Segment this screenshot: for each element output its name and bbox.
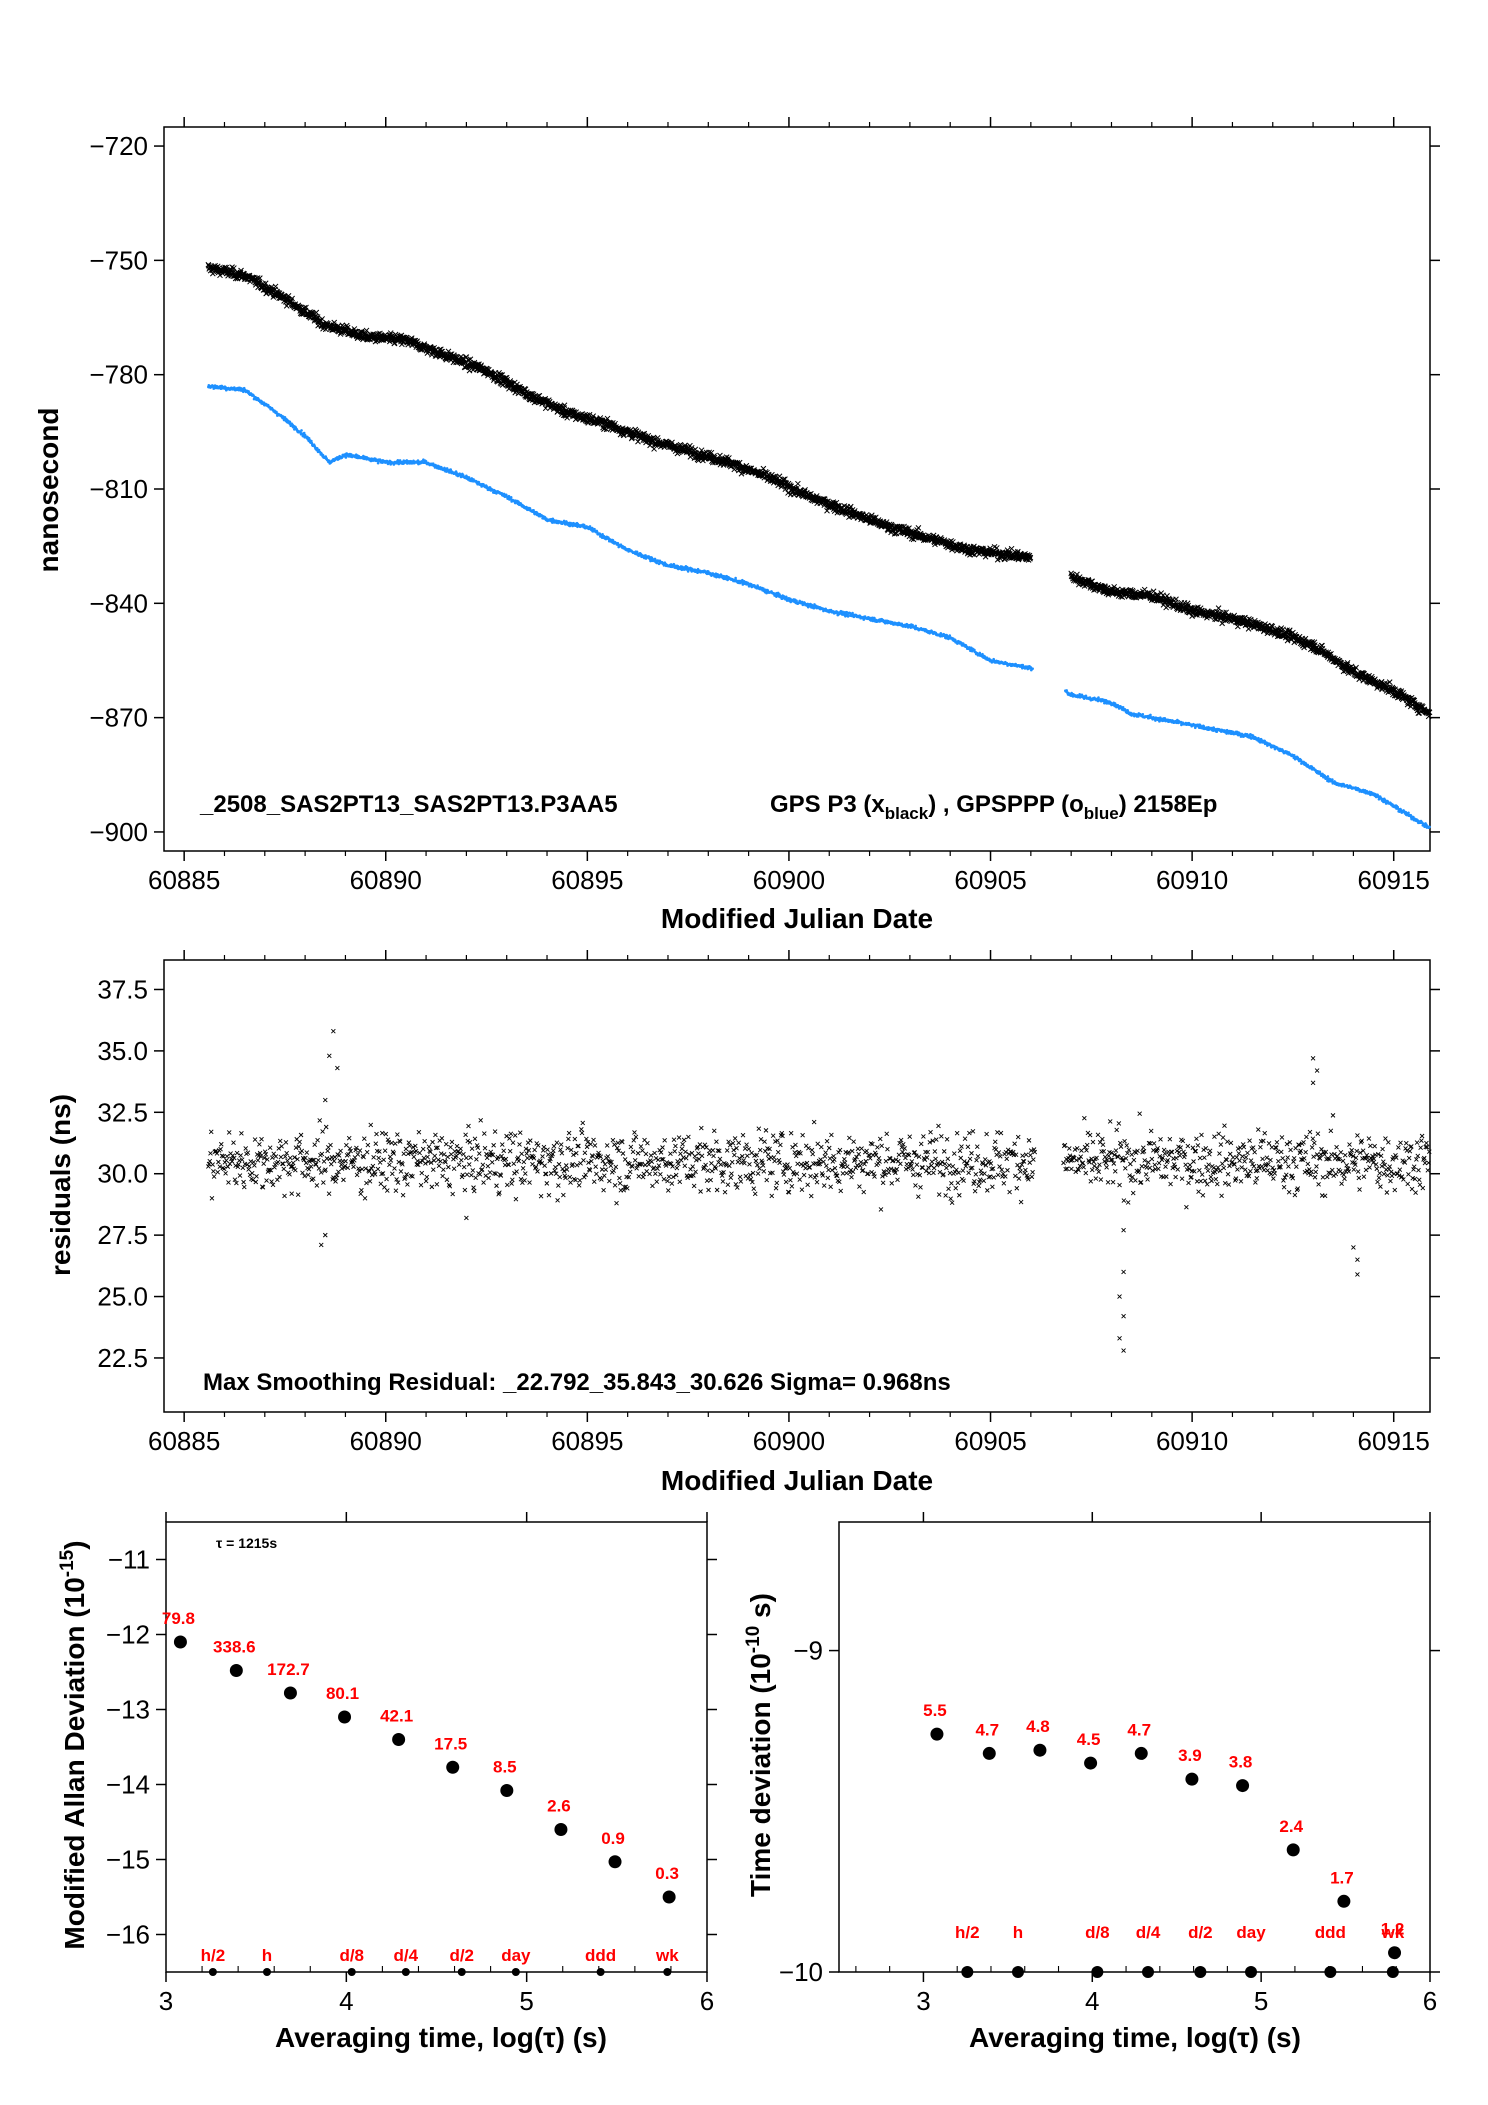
phase-black-point bbox=[303, 304, 309, 311]
phase-blue-point bbox=[734, 576, 737, 580]
phase-blue-point bbox=[1141, 713, 1145, 716]
y-tick-label: −720 bbox=[89, 131, 148, 161]
phase-black-point bbox=[257, 275, 263, 282]
phase-blue-point bbox=[376, 461, 380, 465]
y-tick-label: −810 bbox=[89, 474, 148, 504]
phase-black-point bbox=[231, 265, 237, 271]
phase-black-point bbox=[254, 275, 261, 281]
x-tick-label: 60910 bbox=[1156, 865, 1228, 895]
phase-blue-point bbox=[288, 420, 292, 424]
phase-black-point bbox=[262, 280, 269, 287]
phase-blue-point bbox=[948, 634, 952, 637]
phase-blue-point bbox=[1031, 667, 1034, 670]
phase-black-point bbox=[313, 309, 320, 316]
phase-black-point bbox=[776, 473, 783, 480]
phase-blue-point bbox=[509, 495, 513, 499]
phase-black-point bbox=[229, 268, 236, 274]
x-tick-label: 60900 bbox=[753, 865, 825, 895]
phase-blue-point bbox=[300, 429, 303, 432]
y-tick-label: −780 bbox=[89, 360, 148, 390]
phase-blue-point bbox=[846, 615, 850, 618]
y-tick-label: −750 bbox=[89, 245, 148, 275]
x-tick-label: 60915 bbox=[1358, 865, 1430, 895]
phase-black-point bbox=[795, 480, 801, 487]
phase-blue-point bbox=[686, 570, 690, 573]
phase-black-point bbox=[915, 524, 922, 531]
phase-black-point bbox=[319, 316, 325, 322]
phase-black-point bbox=[604, 415, 611, 422]
phase-black-point bbox=[272, 283, 279, 290]
phase-blue-point bbox=[635, 550, 639, 554]
x-tick-label: 60895 bbox=[551, 865, 623, 895]
x-tick-label: 60905 bbox=[954, 865, 1026, 895]
phase-black-point bbox=[561, 402, 568, 409]
y-tick-label: −840 bbox=[89, 588, 148, 618]
x-tick-label: 60885 bbox=[148, 865, 220, 895]
phase-blue-point bbox=[914, 624, 918, 628]
phase-black-point bbox=[289, 295, 295, 302]
phase-black-point bbox=[522, 386, 529, 393]
phase-black-point bbox=[651, 446, 657, 452]
phase-black-point bbox=[1173, 596, 1179, 603]
phase-blue-point bbox=[1097, 696, 1100, 699]
phase-black-point bbox=[271, 292, 278, 299]
phase-black-point bbox=[256, 278, 262, 285]
phase-black-point bbox=[542, 405, 549, 412]
y-tick-label: −900 bbox=[89, 817, 148, 847]
phase-chart: 60885 60890 60895 60900 60905 60910 60915 −720 −… bbox=[33, 117, 1440, 934]
x-tick-label: 60890 bbox=[350, 865, 422, 895]
phase-blue-point bbox=[1149, 713, 1152, 717]
y-tick-label: −870 bbox=[89, 703, 148, 733]
